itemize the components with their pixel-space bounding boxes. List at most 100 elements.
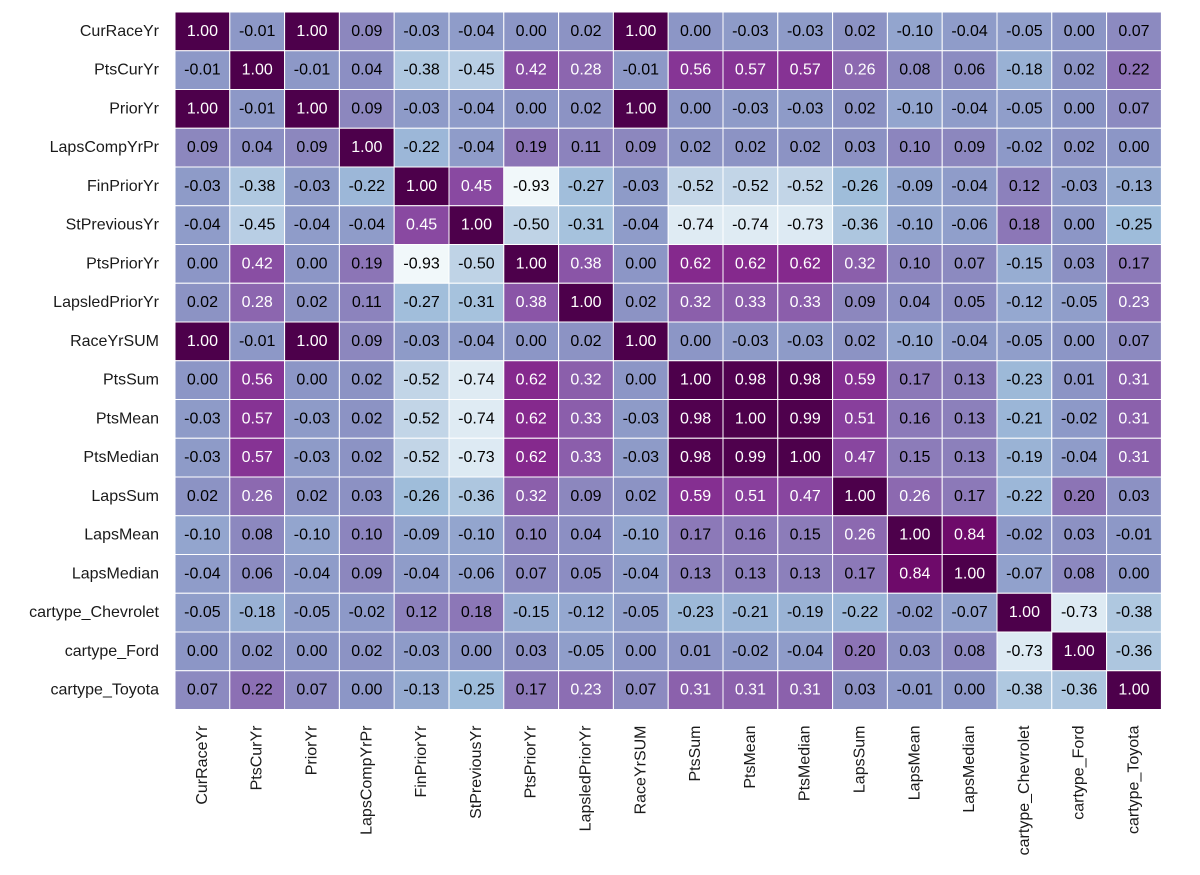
heatmap-cell-ptsprioryr-ptsprioryr bbox=[503, 244, 560, 284]
heatmap-cell-curraceyr-cartype-chevrolet bbox=[996, 11, 1053, 52]
cell-value-label: -0.01 bbox=[239, 23, 276, 40]
cell-value-label: 0.09 bbox=[296, 139, 327, 156]
cell-value-label: 0.56 bbox=[242, 372, 273, 389]
heatmap-cell-curraceyr-stpreviousyr bbox=[448, 11, 505, 52]
row-label-stpreviousyr: StPreviousYr bbox=[66, 217, 160, 234]
heatmap-cell-ptsmean-lapsledprioryr bbox=[558, 399, 614, 439]
row-label-lapssum: LapsSum bbox=[91, 488, 159, 505]
cell-value-label: -0.03 bbox=[623, 449, 660, 466]
heatmap-cell-ptsmedian-lapsmean bbox=[886, 437, 943, 478]
heatmap-cell-lapscompyrpr-cartype-toyota bbox=[1106, 127, 1162, 168]
cell-value-label: -0.05 bbox=[1006, 23, 1043, 40]
heatmap-cell-lapssum-cartype-toyota bbox=[1106, 476, 1162, 517]
column-label-finprioryr: FinPriorYr bbox=[413, 725, 430, 798]
heatmap-cell-finprioryr-lapssum bbox=[832, 166, 888, 207]
cell-value-label: -0.04 bbox=[623, 565, 660, 582]
cell-value-label: 0.33 bbox=[570, 410, 601, 427]
cell-value-label: -0.10 bbox=[294, 527, 331, 544]
heatmap-cell-lapsmedian-lapsmean bbox=[886, 554, 943, 594]
cell-value-label: 0.02 bbox=[625, 294, 656, 311]
heatmap-cell-cartype-toyota-ptssum bbox=[667, 670, 724, 710]
cell-value-label: 0.15 bbox=[899, 449, 930, 466]
row-label-ptsmedian: PtsMedian bbox=[83, 449, 159, 466]
heatmap-cell-ptsmean-raceyrsum bbox=[612, 399, 669, 439]
cell-value-label: 1.00 bbox=[296, 333, 327, 350]
heatmap-cell-lapsmedian-ptsprioryr bbox=[503, 554, 560, 594]
heatmap-cell-lapssum-cartype-chevrolet bbox=[996, 476, 1053, 517]
heatmap-cell-ptsmedian-ptssum bbox=[667, 437, 724, 478]
cell-value-label: 0.05 bbox=[570, 565, 601, 582]
cell-value-label: -0.02 bbox=[1061, 410, 1098, 427]
heatmap-cell-ptsmedian-cartype-toyota bbox=[1106, 437, 1162, 478]
heatmap-cell-finprioryr-ptscuryr bbox=[229, 166, 286, 207]
cell-value-label: 0.04 bbox=[351, 62, 382, 79]
heatmap-cell-finprioryr-raceyrsum bbox=[612, 166, 669, 207]
cell-value-label: 0.07 bbox=[187, 682, 218, 699]
cell-value-label: 0.51 bbox=[735, 488, 766, 505]
column-label-cartype-chevrolet: cartype_Chevrolet bbox=[1016, 725, 1033, 855]
cell-value-label: 0.10 bbox=[516, 527, 547, 544]
row-label-lapsledprioryr: LapsledPriorYr bbox=[53, 294, 160, 311]
heatmap-cell-stpreviousyr-stpreviousyr bbox=[448, 205, 505, 245]
cell-value-label: 0.02 bbox=[570, 100, 601, 117]
cell-value-label: 1.00 bbox=[461, 217, 492, 234]
heatmap-cell-stpreviousyr-curraceyr bbox=[174, 205, 231, 245]
cell-value-label: -0.73 bbox=[1006, 643, 1043, 660]
cell-value-label: 0.03 bbox=[1064, 527, 1095, 544]
cell-value-label: 0.00 bbox=[1064, 23, 1095, 40]
heatmap-cell-lapscompyrpr-cartype-chevrolet bbox=[996, 127, 1053, 168]
cell-value-label: 1.00 bbox=[735, 410, 766, 427]
cell-value-label: 0.57 bbox=[242, 449, 273, 466]
heatmap-cell-ptsmean-ptsprioryr bbox=[503, 399, 560, 439]
cell-value-label: -0.04 bbox=[294, 217, 331, 234]
cell-value-label: 0.06 bbox=[242, 565, 273, 582]
cell-value-label: 1.00 bbox=[296, 100, 327, 117]
cell-value-label: 0.00 bbox=[625, 643, 656, 660]
cell-value-label: 0.26 bbox=[844, 62, 875, 79]
cell-value-label: -0.10 bbox=[897, 100, 934, 117]
cell-value-label: -0.93 bbox=[513, 178, 550, 195]
cell-value-label: 0.10 bbox=[351, 527, 382, 544]
heatmap-cell-lapsledprioryr-cartype-chevrolet bbox=[996, 282, 1053, 323]
heatmap-cell-prioryr-raceyrsum bbox=[612, 89, 669, 129]
cell-value-label: -0.04 bbox=[951, 23, 988, 40]
heatmap-cell-lapssum-ptsmedian bbox=[777, 476, 834, 517]
cell-value-label: 0.12 bbox=[1009, 178, 1040, 195]
heatmap-cell-ptsprioryr-ptsmedian bbox=[777, 244, 834, 284]
heatmap-cell-prioryr-ptsmean bbox=[722, 89, 779, 129]
cell-value-label: 0.26 bbox=[242, 488, 273, 505]
cell-value-label: -0.52 bbox=[403, 372, 440, 389]
heatmap-cell-lapscompyrpr-lapsmean bbox=[886, 127, 943, 168]
cell-value-label: -0.02 bbox=[897, 604, 934, 621]
cell-value-label: 0.47 bbox=[790, 488, 821, 505]
cell-value-label: -0.04 bbox=[349, 217, 386, 234]
column-label-lapssum: LapsSum bbox=[852, 726, 869, 794]
heatmap-cell-ptsprioryr-lapsmedian bbox=[941, 244, 998, 284]
cell-value-label: -0.01 bbox=[184, 62, 221, 79]
row-label-prioryr: PriorYr bbox=[109, 100, 159, 117]
heatmap-cell-cartype-ford-lapsmean bbox=[886, 631, 943, 672]
cell-value-label: 0.45 bbox=[406, 217, 437, 234]
heatmap-cell-ptssum-ptsmean bbox=[722, 360, 779, 400]
cell-value-label: -0.19 bbox=[787, 604, 824, 621]
cell-value-label: -0.02 bbox=[732, 643, 769, 660]
heatmap-cell-prioryr-cartype-ford bbox=[1051, 89, 1108, 129]
cell-value-label: -0.01 bbox=[897, 682, 934, 699]
cell-value-label: -0.03 bbox=[403, 100, 440, 117]
cell-value-label: 0.31 bbox=[790, 682, 821, 699]
cell-value-label: -0.03 bbox=[403, 643, 440, 660]
heatmap-cell-lapscompyrpr-ptscuryr bbox=[229, 127, 286, 168]
column-label-lapscompyrpr: LapsCompYrPr bbox=[358, 725, 375, 835]
cell-value-label: 0.02 bbox=[570, 23, 601, 40]
cell-value-label: -0.04 bbox=[458, 333, 495, 350]
cell-value-label: 0.31 bbox=[735, 682, 766, 699]
heatmap-cell-curraceyr-ptscuryr bbox=[229, 11, 286, 52]
cell-value-label: -0.52 bbox=[732, 178, 769, 195]
heatmap-cell-lapsmean-ptscuryr bbox=[229, 515, 286, 555]
column-label-curraceyr: CurRaceYr bbox=[194, 725, 211, 805]
column-label-cartype-ford: cartype_Ford bbox=[1071, 726, 1088, 820]
heatmap-cell-prioryr-lapscompyrpr bbox=[338, 89, 395, 129]
heatmap-cell-lapsledprioryr-ptsmedian bbox=[777, 282, 834, 323]
heatmap-cell-lapsledprioryr-finprioryr bbox=[393, 282, 450, 323]
cell-value-label: 0.02 bbox=[844, 100, 875, 117]
